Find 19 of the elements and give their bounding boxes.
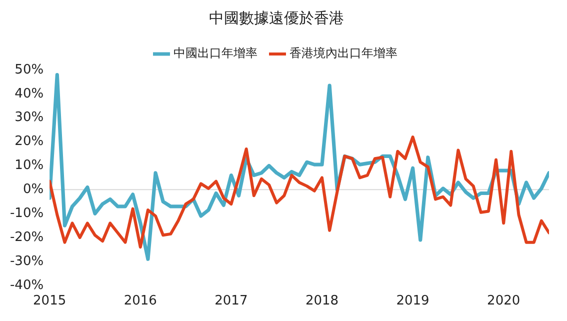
y-tick-label: 50% bbox=[14, 62, 44, 78]
y-tick-label: 40% bbox=[14, 86, 44, 102]
y-tick-label: 30% bbox=[14, 110, 44, 126]
y-tick-label: -20% bbox=[10, 230, 44, 245]
x-tick-label: 2017 bbox=[214, 294, 248, 309]
y-tick-label: -30% bbox=[10, 254, 44, 269]
legend-label: 香港境內出口年增率 bbox=[290, 46, 398, 60]
x-tick-label: 2016 bbox=[124, 294, 157, 309]
x-tick-label: 2015 bbox=[33, 294, 66, 309]
y-tick-label: 0% bbox=[22, 182, 44, 198]
legend-label: 中國出口年增率 bbox=[174, 46, 258, 60]
x-tick-label: 2020 bbox=[487, 294, 520, 309]
y-tick-label: -40% bbox=[10, 278, 44, 293]
y-tick-label: -10% bbox=[10, 206, 44, 221]
chart-title: 中國數據遠優於香港 bbox=[209, 8, 344, 27]
x-tick-label: 2018 bbox=[305, 294, 339, 309]
x-tick-label: 2019 bbox=[396, 294, 430, 309]
y-tick-label: 20% bbox=[14, 134, 44, 150]
y-tick-label: 10% bbox=[14, 158, 44, 174]
